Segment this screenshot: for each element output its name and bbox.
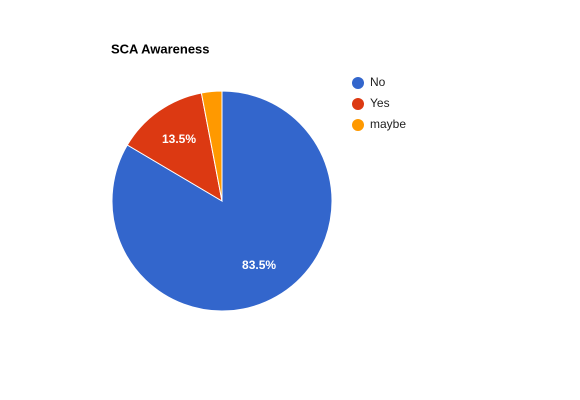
pie-slice bbox=[126, 92, 223, 202]
legend-marker bbox=[352, 77, 364, 89]
data-label: 13.5% bbox=[162, 132, 196, 146]
legend-marker bbox=[352, 119, 364, 131]
legend-label: maybe bbox=[370, 117, 406, 131]
legend-label: Yes bbox=[370, 96, 390, 110]
pie-slice bbox=[200, 90, 223, 202]
legend-marker bbox=[352, 98, 364, 110]
data-label: 83.5% bbox=[242, 258, 276, 272]
chart-title: SCA Awareness bbox=[111, 41, 210, 56]
legend-label: No bbox=[370, 75, 386, 89]
